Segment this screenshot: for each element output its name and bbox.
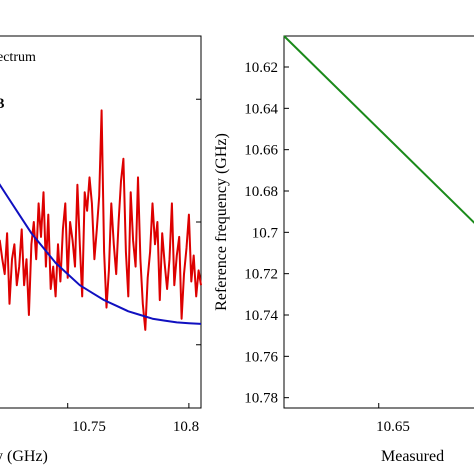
right-x-tick-label-1: 10.65	[376, 419, 410, 435]
right-y-ticks: 10.62 10.64 10.66 10.68 10.7 10.72 10.74 10.76 1…	[244, 60, 289, 407]
fitted-curve-line	[0, 183, 202, 325]
right-y-tick-label-5: 10.7	[252, 225, 279, 241]
right-y-tick-label-3: 10.66	[244, 143, 278, 159]
left-x-ticks	[67, 403, 190, 408]
right-chart: 10.62 10.64 10.66 10.68 10.7 10.72 10.74 10.76 1…	[213, 35, 474, 465]
left-x-axis-label: y (GHz)	[0, 448, 48, 465]
left-chart: ectrum 3 10.75 10.8 y (GHz)	[0, 35, 202, 465]
right-x-axis-label: Measured	[381, 448, 444, 465]
right-series-group	[283, 35, 474, 224]
left-y-ticks	[196, 98, 201, 346]
measured-spectrum-line	[0, 109, 202, 331]
left-series-group	[0, 109, 202, 331]
right-y-tick-label-4: 10.68	[244, 184, 278, 200]
right-y-tick-label-7: 10.74	[244, 308, 278, 324]
right-y-tick-label-8: 10.76	[244, 349, 278, 365]
reference-vs-measured-line	[283, 35, 474, 224]
legend-entry-2: 3	[0, 96, 5, 112]
right-plot-frame	[283, 35, 474, 409]
right-y-tick-label-1: 10.62	[244, 60, 278, 76]
right-y-tick-label-2: 10.64	[244, 101, 278, 117]
right-y-tick-label-9: 10.78	[244, 391, 278, 407]
right-y-tick-label-6: 10.72	[244, 267, 278, 283]
left-x-tick-label-1: 10.75	[72, 419, 106, 435]
right-y-axis-label: Reference frequency (GHz)	[213, 133, 230, 311]
left-x-tick-label-2: 10.8	[173, 419, 199, 435]
legend-entry-1: ectrum	[0, 50, 36, 65]
